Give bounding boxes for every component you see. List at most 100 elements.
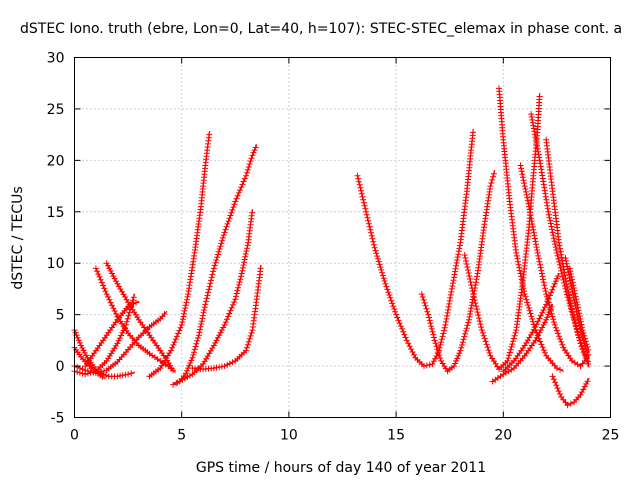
- data-point-marker: [522, 186, 529, 192]
- chart-title: dSTEC Iono. truth (ebre, Lon=0, Lat=40, …: [20, 21, 622, 37]
- data-point-marker: [360, 199, 367, 206]
- data-point-marker: [549, 313, 556, 320]
- y-tick-label: 0: [56, 359, 65, 375]
- data-point-marker: [545, 211, 552, 218]
- data-point-marker: [248, 330, 255, 336]
- data-point-marker: [541, 319, 548, 326]
- data-point-marker: [97, 276, 104, 283]
- data-point-marker: [564, 402, 571, 409]
- data-point-marker: [96, 273, 103, 280]
- data-point-marker: [569, 309, 576, 316]
- data-point-marker: [246, 161, 253, 167]
- data-point-marker: [87, 369, 94, 376]
- data-point-marker: [116, 335, 123, 342]
- data-point-marker: [128, 370, 135, 377]
- data-point-marker: [197, 323, 204, 330]
- data-point-marker: [548, 303, 555, 310]
- data-point-marker: [380, 275, 387, 282]
- data-point-marker: [229, 359, 236, 366]
- data-point-marker: [453, 262, 460, 269]
- data-point-marker: [130, 300, 137, 307]
- data-point-marker: [540, 347, 547, 354]
- data-point-marker: [107, 267, 114, 274]
- data-point-marker: [228, 209, 235, 216]
- data-point-marker: [226, 360, 233, 367]
- data-point-marker: [536, 315, 543, 322]
- data-point-marker: [466, 313, 473, 320]
- data-point-marker: [538, 270, 545, 277]
- data-point-marker: [215, 251, 221, 258]
- data-point-marker: [209, 271, 216, 278]
- data-point-marker: [421, 363, 427, 370]
- data-point-marker: [531, 235, 538, 242]
- data-point-marker: [371, 244, 378, 251]
- data-point-marker: [245, 164, 252, 170]
- data-point-marker: [515, 258, 521, 265]
- data-point-marker: [98, 368, 105, 375]
- data-point-marker: [563, 281, 570, 288]
- data-point-marker: [542, 288, 549, 295]
- data-point-marker: [567, 268, 574, 275]
- data-point-marker: [195, 335, 201, 341]
- data-point-marker: [576, 310, 583, 317]
- data-point-marker: [226, 215, 233, 222]
- data-point-marker: [454, 254, 461, 261]
- data-point-marker: [186, 362, 193, 369]
- data-point-marker: [562, 255, 569, 262]
- data-point-marker: [179, 316, 186, 323]
- data-point-marker: [546, 309, 553, 316]
- data-point-marker: [469, 288, 476, 295]
- data-point-marker: [461, 252, 468, 258]
- data-point-marker: [191, 349, 197, 356]
- data-point-marker: [240, 178, 247, 185]
- data-point-marker: [567, 300, 574, 307]
- data-point-marker: [210, 265, 217, 272]
- data-point-marker: [426, 314, 432, 321]
- data-point-marker: [368, 229, 375, 236]
- data-point-marker: [576, 334, 583, 341]
- data-point-marker: [489, 176, 496, 183]
- data-point-marker: [467, 279, 474, 285]
- data-series: [566, 265, 592, 354]
- data-point-marker: [470, 129, 476, 136]
- data-point-marker: [562, 275, 569, 282]
- data-point-marker: [523, 188, 529, 195]
- data-point-marker: [550, 232, 557, 239]
- data-point-marker: [448, 285, 455, 292]
- data-point-marker: [383, 283, 390, 290]
- data-point-marker: [519, 282, 526, 289]
- data-point-marker: [526, 203, 532, 210]
- y-tick-label: 20: [47, 153, 65, 169]
- data-point-marker: [113, 278, 119, 285]
- data-point-marker: [527, 212, 534, 219]
- data-point-marker: [553, 327, 560, 334]
- x-tick-label: 10: [280, 428, 298, 444]
- data-point-marker: [213, 337, 220, 344]
- data-point-marker: [473, 306, 480, 313]
- data-point-marker: [465, 319, 472, 326]
- data-point-marker: [569, 276, 576, 283]
- data-point-marker: [456, 245, 463, 252]
- data-point-marker: [192, 343, 199, 350]
- data-point-marker: [539, 324, 546, 331]
- data-point-marker: [218, 240, 225, 247]
- data-point-marker: [558, 338, 565, 345]
- data-point-marker: [465, 270, 472, 276]
- data-point-marker: [74, 334, 81, 341]
- data-point-marker: [549, 226, 555, 233]
- data-point-marker: [533, 140, 540, 146]
- data-point-marker: [184, 367, 191, 374]
- data-point-marker: [358, 187, 365, 194]
- data-point-marker: [546, 292, 553, 299]
- data-point-marker: [484, 344, 491, 351]
- data-point-marker: [203, 298, 209, 305]
- data-point-marker: [170, 341, 177, 348]
- data-point-marker: [573, 299, 580, 305]
- data-point-marker: [224, 316, 230, 323]
- data-point-marker: [102, 372, 109, 379]
- data-point-marker: [188, 357, 195, 364]
- data-point-marker: [541, 282, 548, 289]
- data-point-marker: [564, 286, 571, 293]
- data-point-marker: [474, 273, 480, 280]
- data-point-marker: [114, 373, 121, 380]
